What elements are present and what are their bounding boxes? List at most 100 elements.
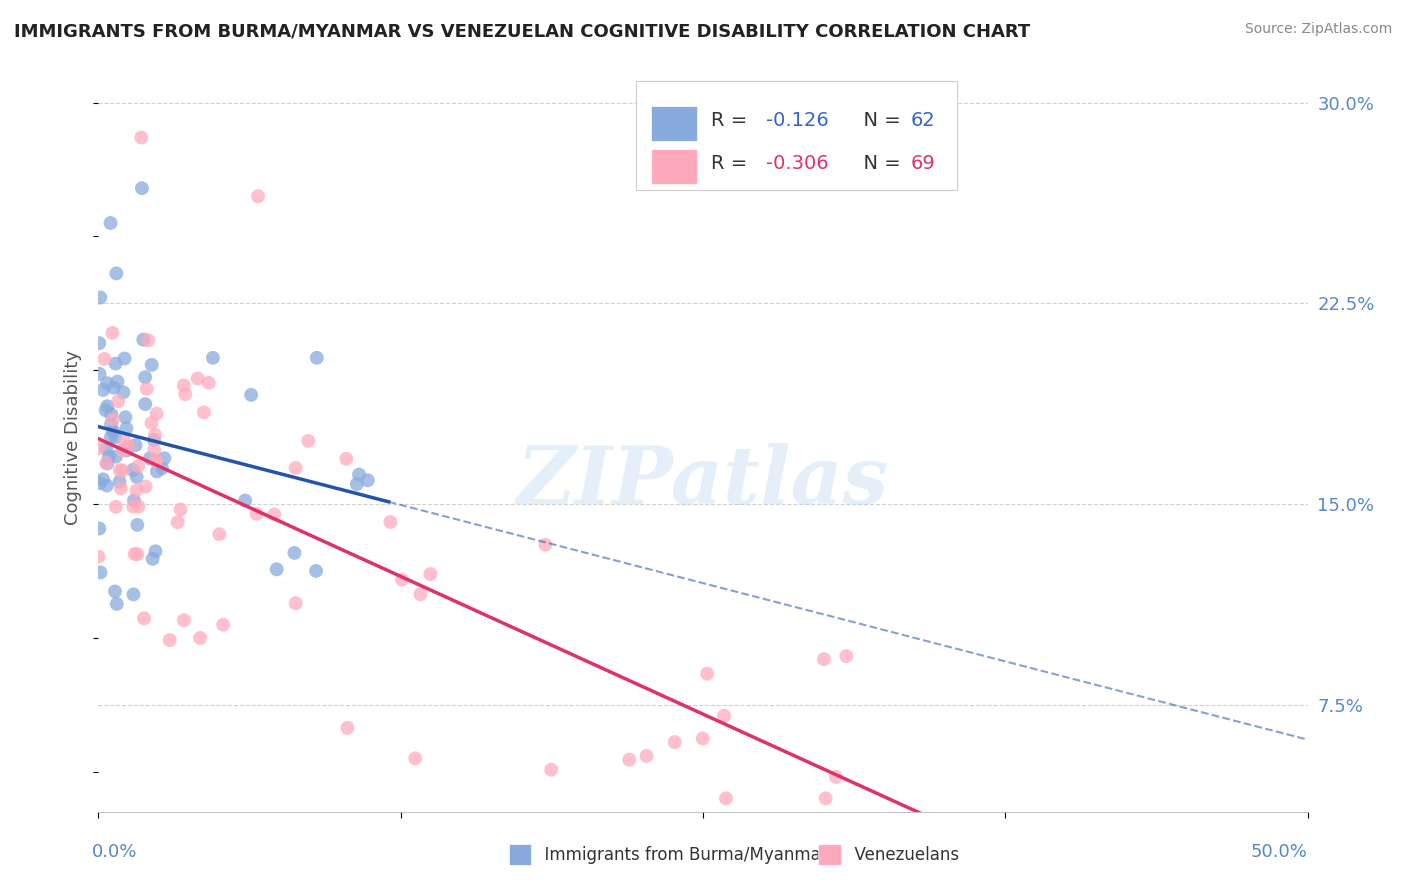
Point (89, 566, 111, 580)
Point (233, 493, 256, 508)
Point (104, 357, 127, 371)
Point (112, 385, 135, 400)
Point (89, 336, 111, 351)
Text: -0.126: -0.126 (766, 111, 828, 129)
Point (111, 463, 134, 477)
Point (145, 453, 167, 467)
Point (145, 544, 167, 558)
Point (335, 451, 357, 466)
FancyBboxPatch shape (637, 81, 957, 190)
Text: -0.306: -0.306 (766, 154, 828, 173)
Point (143, 442, 166, 457)
Point (696, 666, 718, 681)
Point (208, 527, 231, 541)
Point (127, 500, 149, 514)
Text: IMMIGRANTS FROM BURMA/MYANMAR VS VENEZUELAN COGNITIVE DISABILITY CORRELATION CHA: IMMIGRANTS FROM BURMA/MYANMAR VS VENEZUE… (14, 22, 1031, 40)
Point (89, 367, 111, 381)
Point (122, 463, 145, 477)
Text: ZIPatlas: ZIPatlas (517, 443, 889, 521)
Point (173, 378, 195, 392)
Point (89, 476, 111, 491)
Point (107, 394, 129, 409)
Point (132, 333, 155, 347)
Point (135, 382, 157, 396)
Point (246, 507, 269, 521)
Point (131, 181, 153, 195)
Point (103, 381, 125, 395)
Point (96, 376, 118, 391)
Point (813, 652, 835, 666)
Point (714, 791, 737, 805)
Point (141, 358, 163, 372)
Point (87, 549, 110, 564)
Point (409, 587, 432, 601)
Point (187, 371, 209, 385)
Point (145, 454, 167, 468)
Point (100, 216, 122, 230)
Point (127, 547, 149, 561)
Point (94, 403, 117, 417)
Point (124, 438, 146, 452)
Point (105, 266, 128, 280)
Point (115, 421, 138, 435)
Point (357, 473, 380, 487)
Point (166, 515, 188, 529)
Text: Venezuelans: Venezuelans (844, 846, 959, 863)
Point (197, 376, 219, 390)
Point (814, 791, 837, 805)
Point (101, 326, 124, 340)
Point (159, 633, 181, 648)
Point (134, 397, 156, 411)
Text: 50.0%: 50.0% (1251, 843, 1308, 861)
Point (664, 735, 686, 749)
Point (619, 753, 641, 767)
Point (108, 475, 131, 489)
Point (114, 351, 136, 366)
Point (91, 383, 114, 397)
Point (263, 508, 285, 522)
Text: R =: R = (711, 154, 754, 173)
Point (122, 587, 145, 601)
Point (104, 584, 127, 599)
Point (404, 751, 426, 765)
Point (132, 611, 155, 625)
Point (419, 566, 441, 581)
Point (153, 451, 176, 466)
Point (89, 291, 111, 305)
Point (346, 477, 368, 491)
Y-axis label: Cognitive Disability: Cognitive Disability (65, 350, 83, 524)
Point (636, 748, 658, 763)
Point (142, 551, 165, 566)
Point (114, 434, 136, 449)
Point (101, 424, 124, 438)
Bar (651, 149, 697, 185)
Point (391, 573, 413, 587)
Text: Source: ZipAtlas.com: Source: ZipAtlas.com (1244, 22, 1392, 37)
Point (100, 417, 122, 432)
Point (193, 405, 215, 419)
Point (104, 500, 127, 514)
Point (108, 463, 131, 477)
Point (169, 502, 191, 516)
Point (96, 478, 118, 492)
Point (131, 130, 153, 145)
Point (100, 430, 122, 444)
Text: N =: N = (851, 111, 907, 129)
Point (141, 416, 163, 430)
Point (173, 613, 195, 627)
Point (117, 439, 139, 453)
Point (87, 441, 110, 455)
Point (139, 451, 162, 466)
Point (143, 433, 166, 447)
Point (122, 493, 145, 508)
Point (713, 708, 735, 723)
Point (136, 334, 159, 348)
Point (122, 500, 145, 514)
Text: Immigrants from Burma/Myanmar: Immigrants from Burma/Myanmar (534, 846, 828, 863)
Point (125, 483, 148, 498)
Point (540, 763, 562, 777)
Point (380, 515, 402, 529)
Point (101, 412, 124, 426)
Point (96, 442, 118, 456)
Point (145, 407, 167, 421)
